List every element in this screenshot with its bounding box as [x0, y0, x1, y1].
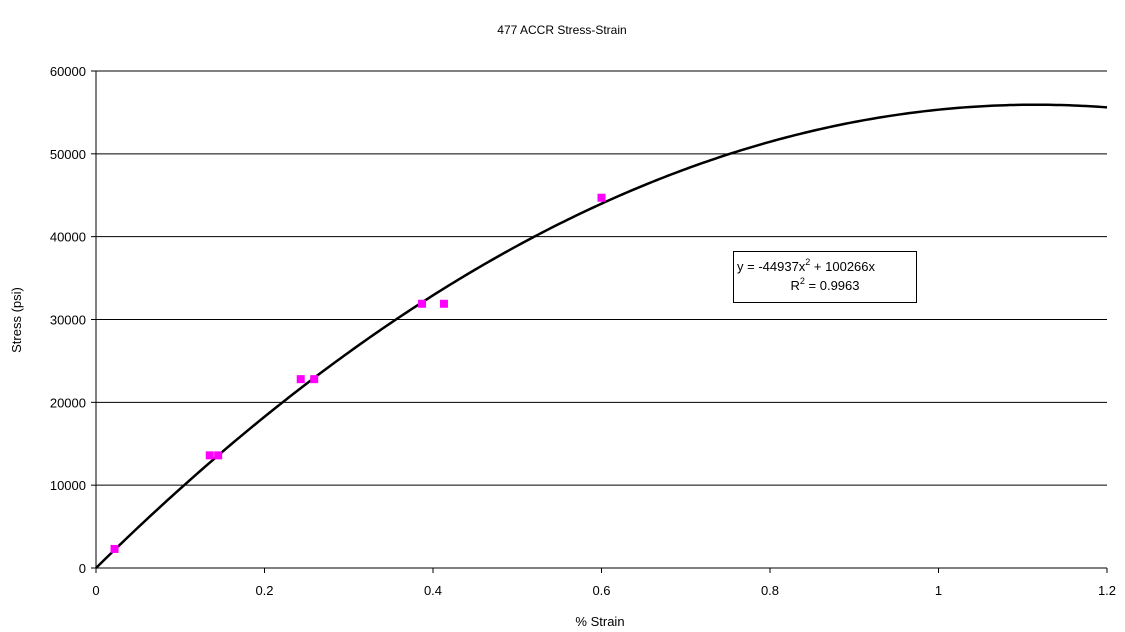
- x-tick-label: 0.8: [761, 583, 779, 598]
- data-point: [214, 451, 223, 460]
- x-tick-label: 0.4: [424, 583, 442, 598]
- x-tick-label: 0.2: [255, 583, 273, 598]
- y-tick-label: 40000: [50, 230, 86, 245]
- trendline-group: [95, 103, 1108, 569]
- y-tick-label: 60000: [50, 64, 86, 79]
- x-tick-labels: 0 0.2 0.4 0.6 0.8 1 1.2: [92, 583, 1116, 598]
- y-tick-label: 50000: [50, 147, 86, 162]
- x-tick-label: 1.2: [1098, 583, 1116, 598]
- data-point: [418, 299, 427, 308]
- axes: [91, 70, 1108, 573]
- y-tick-label: 20000: [50, 395, 86, 410]
- trendline: [95, 103, 1108, 569]
- data-points: [110, 193, 606, 553]
- gridlines: [96, 70, 1107, 486]
- data-point: [597, 193, 606, 202]
- data-point: [439, 299, 448, 308]
- y-axis-label: Stress (psi): [9, 287, 24, 353]
- trendline-equation-box: y = -44937x2 + 100266x R2 = 0.9963: [733, 251, 917, 303]
- data-point: [310, 375, 319, 384]
- trendline-equation: y = -44937x2 + 100266x: [737, 257, 876, 275]
- data-point: [205, 451, 214, 460]
- data-point: [296, 375, 305, 384]
- y-tick-label: 10000: [50, 478, 86, 493]
- chart-title: 477 ACCR Stress-Strain: [497, 23, 626, 37]
- data-point: [110, 544, 119, 553]
- x-tick-label: 1: [935, 583, 942, 598]
- y-tick-label: 30000: [50, 313, 86, 328]
- x-tick-label: 0: [92, 583, 99, 598]
- r-squared-label: R2 = 0.9963: [790, 276, 860, 294]
- y-tick-labels: 0 10000 20000 30000 40000 50000 60000: [50, 64, 86, 576]
- y-tick-label: 0: [79, 561, 86, 576]
- x-tick-label: 0.6: [592, 583, 610, 598]
- x-axis-label: % Strain: [575, 614, 624, 629]
